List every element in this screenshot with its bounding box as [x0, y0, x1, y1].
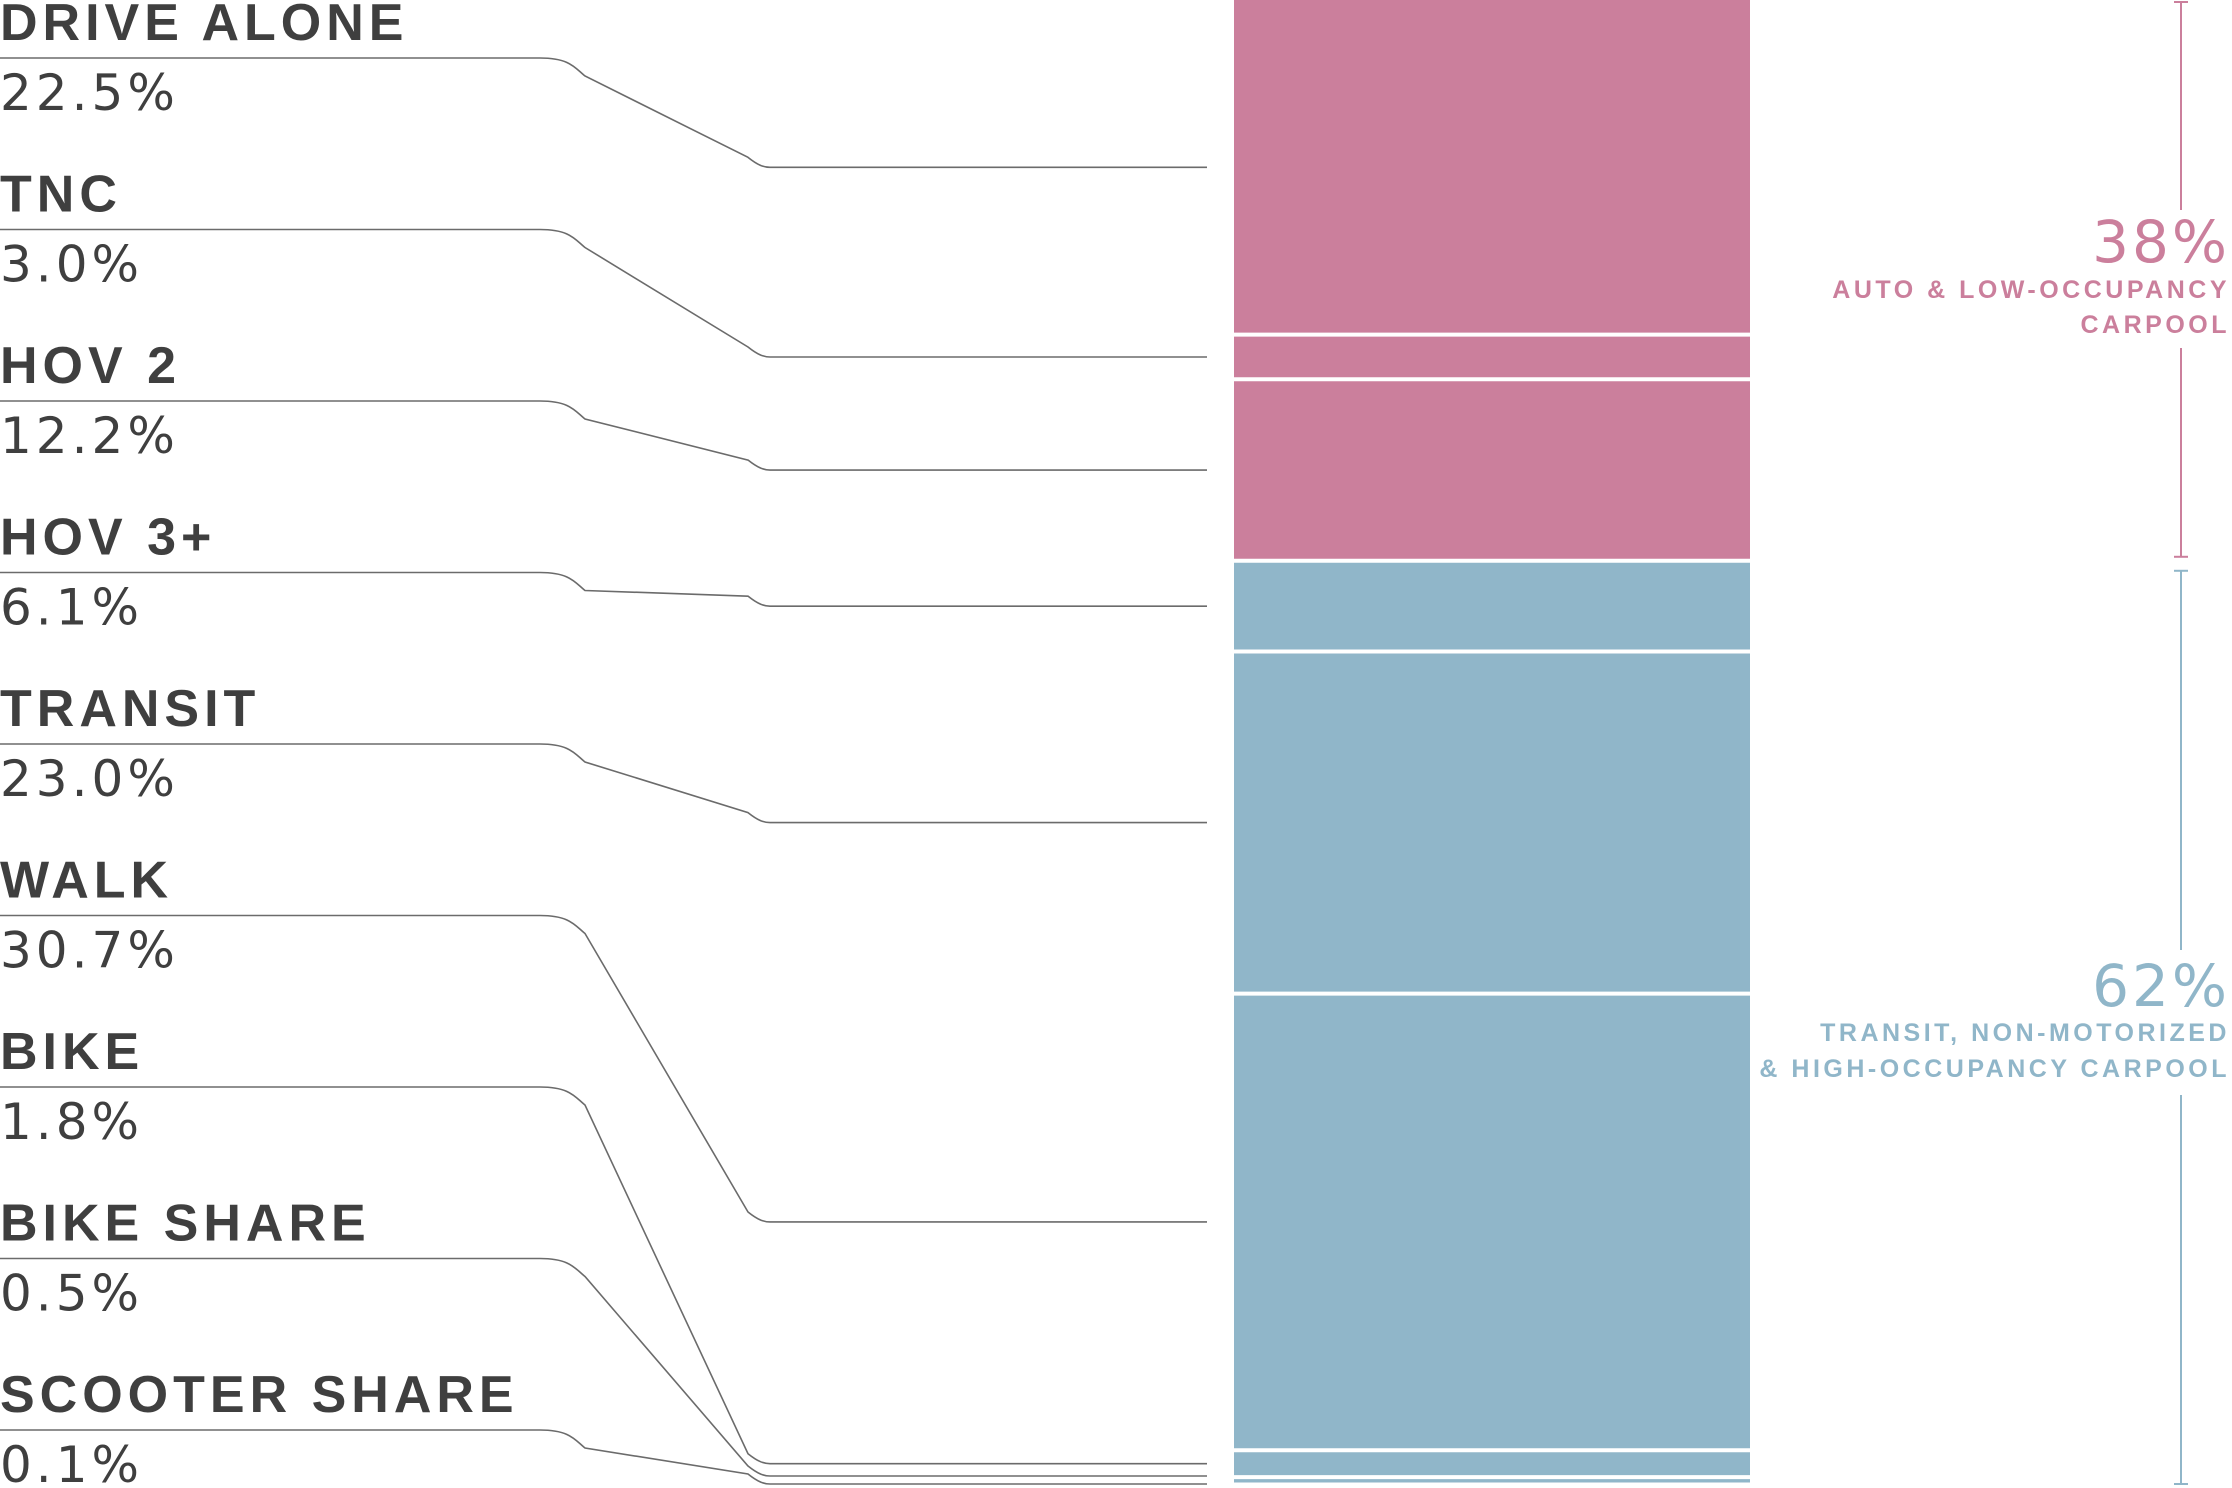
- mode-name-tnc: TNC: [0, 166, 122, 224]
- mode-name-walk: WALK: [0, 852, 173, 910]
- mode-name-hov-2: HOV 2: [0, 337, 181, 395]
- mode-value-transit: 23.0%: [0, 750, 179, 808]
- bar-segment-tnc: [1234, 334, 1750, 380]
- bar-segment-drive-alone: [1234, 0, 1750, 335]
- bar-segment-hov-3: [1234, 560, 1750, 652]
- leader-lines: [0, 57, 1207, 1485]
- group-annotations: 38%AUTO & LOW-OCCUPANCY CARPOOL 62%TRANSIT…: [1759, 1, 2231, 1485]
- mode-value-walk: 30.7%: [0, 922, 179, 980]
- leader-line-walk: [0, 914, 1207, 1223]
- group-1-percent: 38%: [2092, 208, 2230, 276]
- leader-line-bike: [0, 1086, 1207, 1465]
- leader-line-hov-3: [0, 571, 1207, 607]
- group-2-label-line-2: & HIGH-OCCUPANCY CARPOOL: [1759, 1055, 2230, 1083]
- mode-value-drive-alone: 22.5%: [0, 64, 179, 122]
- group-1-label-line-2: CARPOOL: [2081, 311, 2231, 339]
- leader-line-transit: [0, 743, 1207, 824]
- bar-segment-walk: [1234, 993, 1750, 1451]
- mode-value-tnc: 3.0%: [0, 236, 143, 294]
- bar-segment-transit: [1234, 651, 1750, 994]
- mode-value-hov-3: 6.1%: [0, 579, 143, 637]
- mode-labels: DRIVE ALONE 22.5% TNC 3.0% HOV 2 12.2% HOV 3+ 6…: [0, 0, 519, 1488]
- group-2-percent: 62%: [2092, 952, 2230, 1020]
- bar-segment-bike-share: [1234, 1477, 1750, 1485]
- mode-name-bike: BIKE: [0, 1023, 144, 1081]
- group-2-label-line-1: TRANSIT, NON-MOTORIZED: [1820, 1019, 2230, 1047]
- leader-line-drive-alone: [0, 57, 1207, 169]
- leader-line-scooter-share: [0, 1429, 1207, 1485]
- mode-value-bike: 1.8%: [0, 1093, 143, 1151]
- mode-value-hov-2: 12.2%: [0, 407, 179, 465]
- mode-name-bike-share: BIKE SHARE: [0, 1195, 371, 1253]
- mode-name-transit: TRANSIT: [0, 680, 260, 738]
- mode-name-hov-3: HOV 3+: [0, 509, 216, 567]
- leader-line-tnc: [0, 228, 1207, 358]
- mode-name-scooter-share: SCOOTER SHARE: [0, 1366, 519, 1424]
- leader-line-hov-2: [0, 400, 1207, 471]
- bar-segment-bike: [1234, 1450, 1750, 1478]
- mode-value-bike-share: 0.5%: [0, 1265, 143, 1323]
- bar-segment-hov-2: [1234, 379, 1750, 561]
- mode-name-drive-alone: DRIVE ALONE: [0, 0, 408, 52]
- leader-line-bike-share: [0, 1257, 1207, 1477]
- mode-value-scooter-share: 0.1%: [0, 1436, 143, 1488]
- stacked-bar: [1234, 0, 1750, 1487]
- group-1-label-line-1: AUTO & LOW-OCCUPANCY: [1832, 276, 2230, 304]
